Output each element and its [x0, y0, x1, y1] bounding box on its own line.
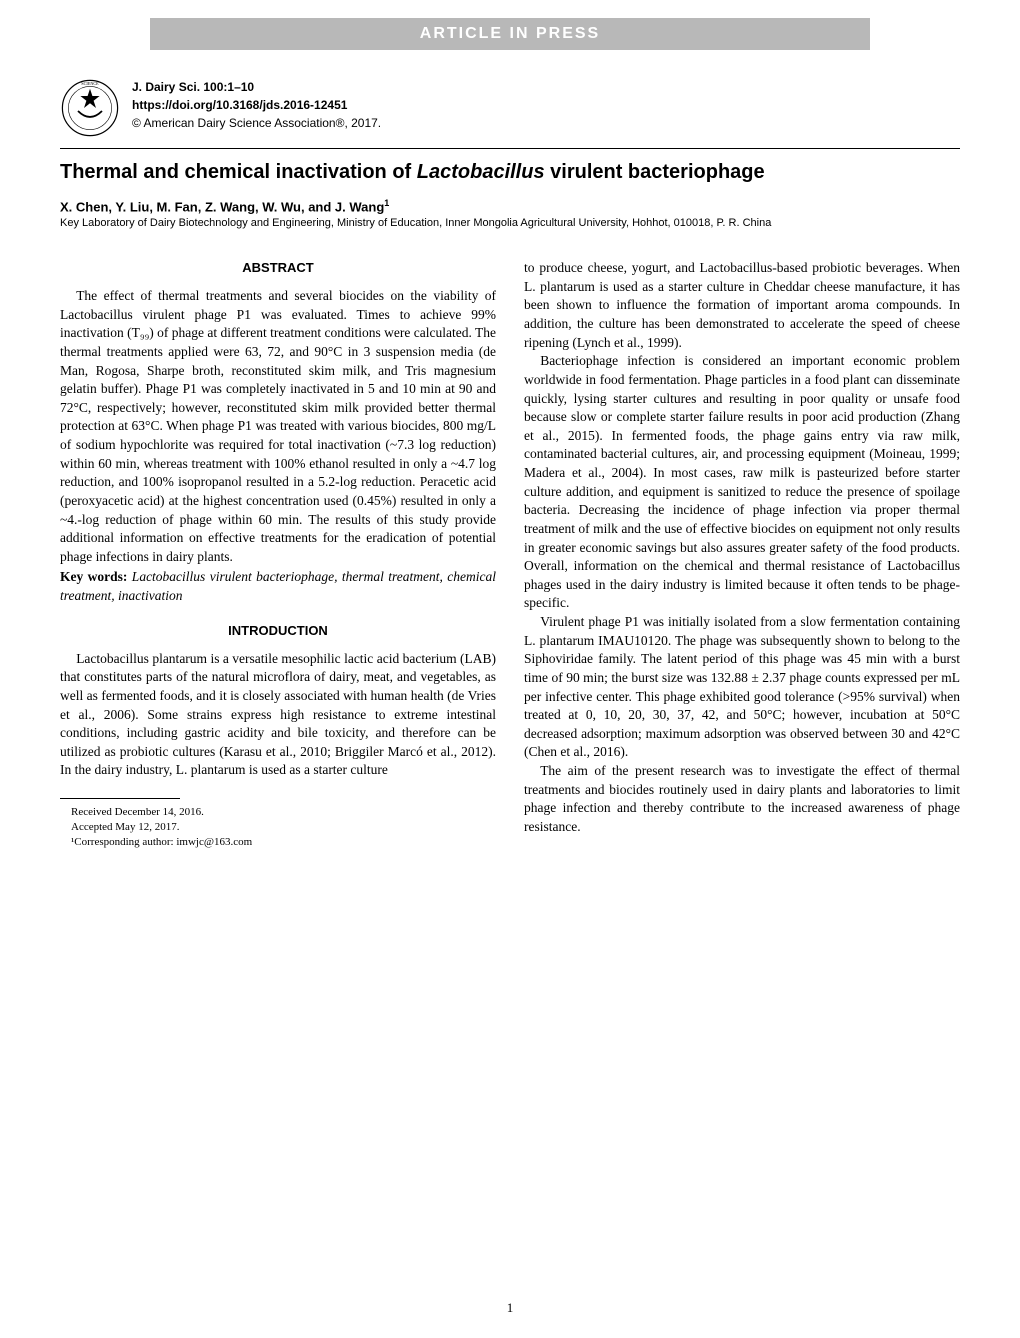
footnote-rule [60, 798, 180, 799]
page-number: 1 [0, 1300, 1020, 1316]
col2-paragraph-4: The aim of the present research was to i… [524, 762, 960, 837]
footnote-corresponding: ¹Corresponding author: imwjc@163.com [60, 835, 496, 850]
intro-paragraph-1: Lactobacillus plantarum is a versatile m… [60, 650, 496, 780]
authors-names: X. Chen, Y. Liu, M. Fan, Z. Wang, W. Wu,… [60, 199, 384, 214]
col2-paragraph-2: Bacteriophage infection is considered an… [524, 352, 960, 613]
keywords-label: Key words: [60, 569, 127, 584]
title-rule [60, 148, 960, 149]
journal-info: J. Dairy Sci. 100:1–10 https://doi.org/1… [132, 78, 381, 132]
author-superscript: 1 [384, 198, 389, 208]
footnote-accepted: Accepted May 12, 2017. [60, 820, 496, 835]
right-column: to produce cheese, yogurt, and Lactobaci… [524, 259, 960, 849]
col2-paragraph-3: Virulent phage P1 was initially isolated… [524, 613, 960, 762]
footnotes: Received December 14, 2016. Accepted May… [60, 805, 496, 850]
col2-paragraph-1: to produce cheese, yogurt, and Lactobaci… [524, 259, 960, 352]
keywords-line: Key words: Lactobacillus virulent bacter… [60, 568, 496, 605]
journal-logo: SCIENCE [60, 78, 120, 138]
two-column-body: ABSTRACT The effect of thermal treatment… [60, 259, 960, 849]
doi-link[interactable]: https://doi.org/10.3168/jds.2016-12451 [132, 96, 381, 114]
left-column: ABSTRACT The effect of thermal treatment… [60, 259, 496, 849]
affiliation: Key Laboratory of Dairy Biotechnology an… [60, 216, 960, 231]
copyright-line: © American Dairy Science Association®, 2… [132, 114, 381, 132]
introduction-heading: INTRODUCTION [60, 622, 496, 640]
title-part-italic: Lactobacillus [417, 161, 545, 183]
header-block: SCIENCE J. Dairy Sci. 100:1–10 https://d… [60, 78, 960, 138]
title-part-pre: Thermal and chemical inactivation of [60, 161, 417, 183]
svg-text:SCIENCE: SCIENCE [81, 81, 99, 86]
journal-citation: J. Dairy Sci. 100:1–10 [132, 78, 381, 96]
article-title: Thermal and chemical inactivation of Lac… [60, 161, 960, 184]
abstract-heading: ABSTRACT [60, 259, 496, 277]
article-in-press-banner: ARTICLE IN PRESS [150, 18, 870, 50]
title-part-post: virulent bacteriophage [545, 161, 765, 183]
authors-line: X. Chen, Y. Liu, M. Fan, Z. Wang, W. Wu,… [60, 198, 960, 214]
footnote-received: Received December 14, 2016. [60, 805, 496, 820]
abstract-paragraph: The effect of thermal treatments and sev… [60, 287, 496, 566]
